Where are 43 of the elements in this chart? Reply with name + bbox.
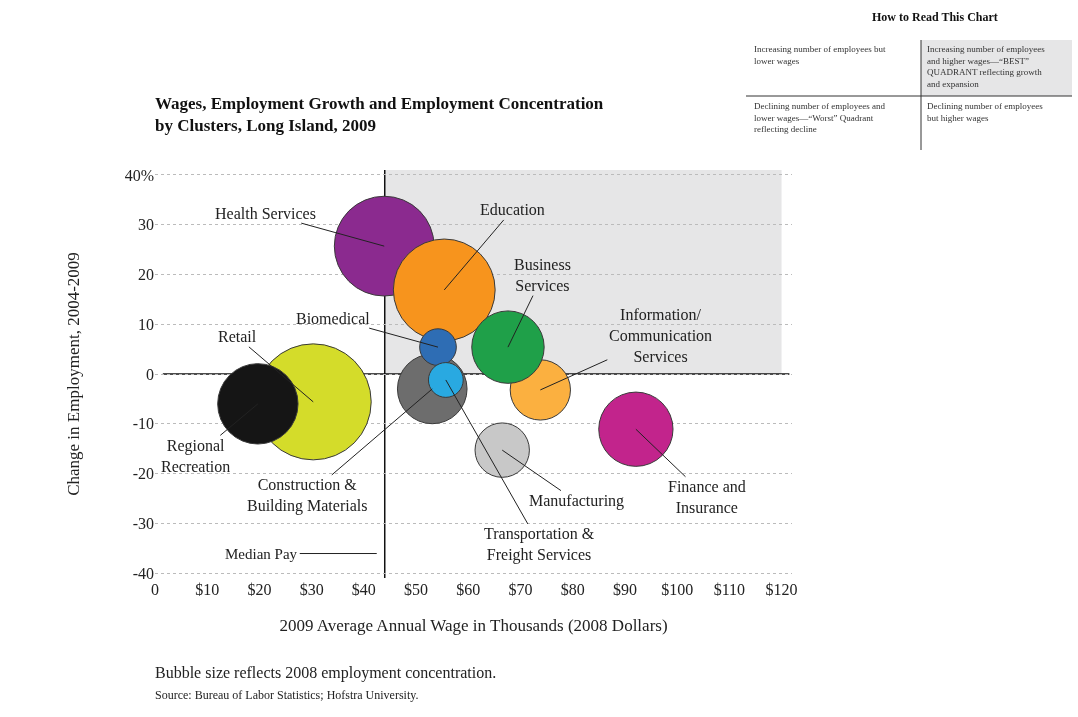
text: Bubble size reflects 2008 employment concentration. — [155, 664, 497, 682]
series-label: Manufacturing — [529, 492, 625, 510]
text: Declining number of employees and lower wages—“Worst” Quadrant reflecting decline — [754, 101, 886, 135]
y-tick-label: 40% — [124, 166, 154, 184]
text: Increasing number of employees and higher wages—“BEST” QUADRANT reflecting growth and expansion — [927, 44, 1046, 90]
series-label: Business Services — [514, 256, 571, 294]
y-tick-label: 10 — [138, 315, 154, 333]
y-tick-label: -30 — [132, 514, 154, 532]
ref-line-label: Median Pay — [225, 546, 298, 562]
y-tick-label: -20 — [132, 465, 154, 483]
y-axis-title: Change in Employment, 2004-2009 — [64, 252, 84, 496]
text: Information/ Communication Services — [609, 306, 713, 365]
series-label: Education — [480, 201, 545, 218]
y-tick-label: 20 — [138, 266, 154, 284]
series-label: Finance and Insurance — [668, 478, 746, 516]
series-label: Retail — [218, 328, 257, 345]
x-tick-label: $80 — [560, 581, 585, 598]
y-tick-label: 30 — [138, 216, 154, 234]
x-axis-title: 2009 Average Annual Wage in Thousands (2008 Dollars) — [279, 616, 668, 636]
text: Transportation & Freight Services — [484, 525, 595, 564]
text: Biomedical — [296, 310, 371, 327]
x-tick-label: $70 — [508, 581, 533, 598]
x-tick-label: $110 — [713, 581, 746, 598]
x-tick-label: $50 — [404, 581, 429, 598]
text: Construction & Building Materials — [247, 476, 368, 515]
x-tick-label: $20 — [247, 581, 272, 598]
chart-title: Wages, Employment Growth and Employment Concentration by Clusters, Long Island, 2009 — [155, 94, 604, 136]
text: Increasing number of employees but lower wages — [754, 44, 886, 66]
series-label: Health Services — [215, 205, 316, 222]
source-note: Source: Bureau of Labor Statistics; Hofstra University. — [155, 688, 419, 702]
x-tick-label: $30 — [299, 581, 324, 598]
x-tick-label: $120 — [765, 581, 798, 598]
x-tick-label: $60 — [456, 581, 481, 598]
x-tick-label: $40 — [351, 581, 376, 598]
x-tick-label: $100 — [661, 581, 694, 598]
x-tick-label: $10 — [195, 581, 220, 598]
text: Declining number of employees but higher wages — [927, 101, 1044, 123]
y-tick-label: -10 — [132, 415, 154, 433]
text: How to Read This Chart — [872, 10, 998, 24]
y-tick-label: 0 — [146, 365, 154, 383]
x-tick-label: $90 — [612, 581, 637, 598]
legend-label: Regional Recreation — [161, 437, 231, 475]
y-tick-label: -40 — [132, 564, 154, 582]
